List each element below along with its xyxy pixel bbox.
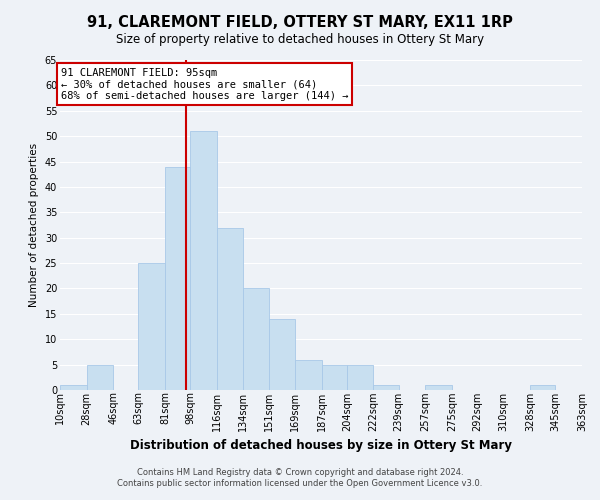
Bar	[244, 288, 269, 390]
Bar	[373, 385, 398, 390]
Bar	[347, 364, 373, 390]
Bar	[582, 385, 600, 390]
Text: Contains HM Land Registry data © Crown copyright and database right 2024.
Contai: Contains HM Land Registry data © Crown c…	[118, 468, 482, 487]
Text: 91 CLAREMONT FIELD: 95sqm
← 30% of detached houses are smaller (64)
68% of semi-: 91 CLAREMONT FIELD: 95sqm ← 30% of detac…	[61, 68, 348, 101]
Bar	[217, 228, 244, 390]
Text: 91, CLAREMONT FIELD, OTTERY ST MARY, EX11 1RP: 91, CLAREMONT FIELD, OTTERY ST MARY, EX1…	[87, 15, 513, 30]
Bar	[295, 360, 322, 390]
Bar	[60, 385, 86, 390]
Y-axis label: Number of detached properties: Number of detached properties	[29, 143, 39, 307]
Text: Size of property relative to detached houses in Ottery St Mary: Size of property relative to detached ho…	[116, 32, 484, 46]
Bar	[139, 263, 165, 390]
Bar	[190, 131, 217, 390]
Bar	[86, 364, 113, 390]
Bar	[269, 319, 295, 390]
Bar	[322, 364, 347, 390]
Bar	[425, 385, 452, 390]
Bar	[165, 166, 190, 390]
X-axis label: Distribution of detached houses by size in Ottery St Mary: Distribution of detached houses by size …	[130, 439, 512, 452]
Bar	[530, 385, 556, 390]
